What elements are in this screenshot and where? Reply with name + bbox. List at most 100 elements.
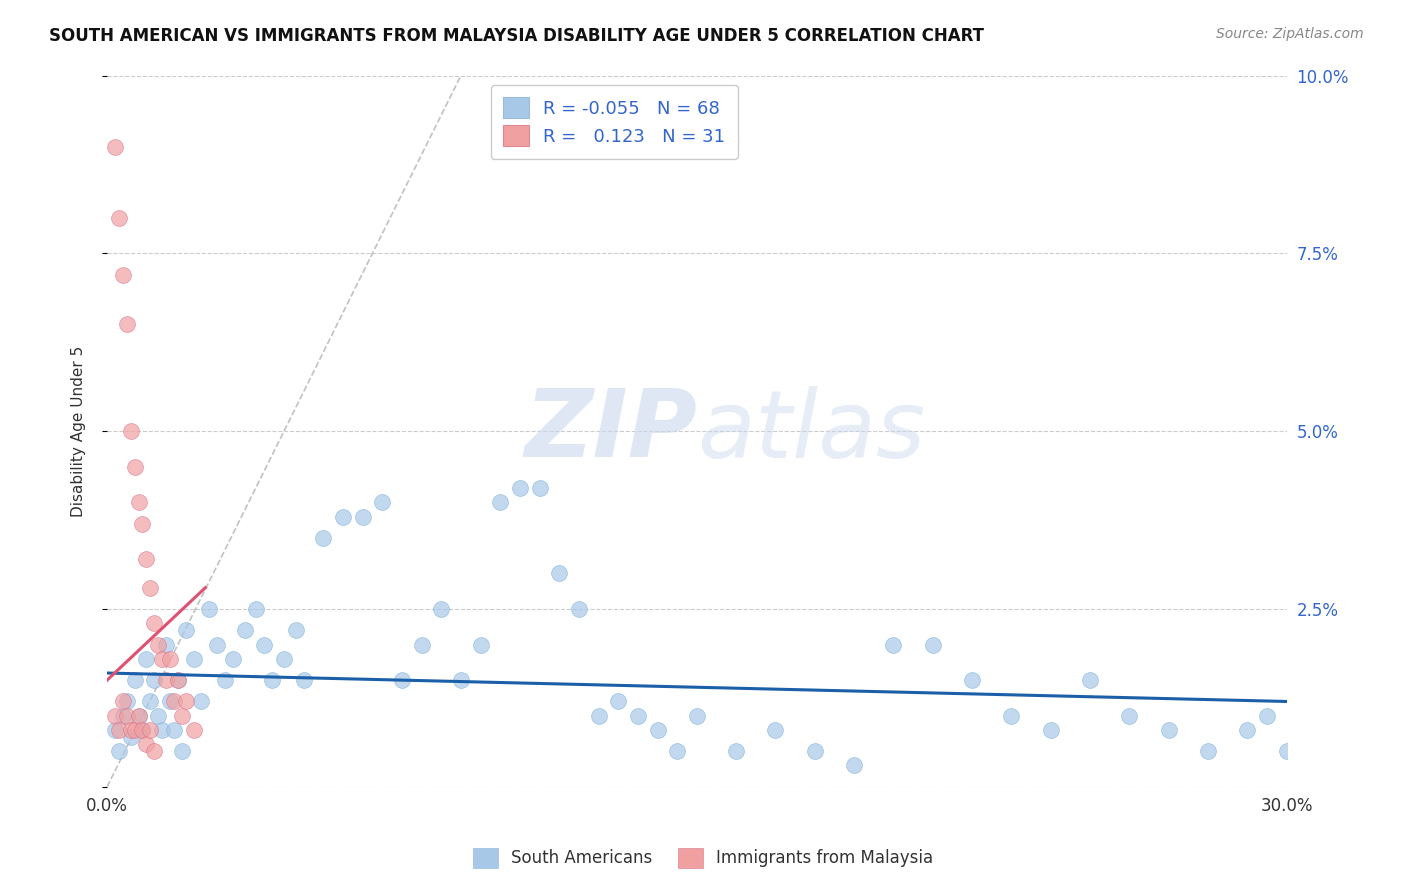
Point xyxy=(352,509,374,524)
Text: SOUTH AMERICAN VS IMMIGRANTS FROM MALAYSIA DISABILITY AGE UNDER 5 CORRELATION CH: SOUTH AMERICAN VS IMMIGRANTS FROM MALAYS… xyxy=(49,27,984,45)
Point xyxy=(765,723,787,737)
Point xyxy=(607,694,630,708)
Point xyxy=(647,723,669,737)
Point xyxy=(135,652,157,666)
Legend: R = -0.055   N = 68, R =   0.123   N = 31: R = -0.055 N = 68, R = 0.123 N = 31 xyxy=(491,85,738,159)
Point xyxy=(804,744,827,758)
Text: Source: ZipAtlas.com: Source: ZipAtlas.com xyxy=(1216,27,1364,41)
Point xyxy=(470,638,492,652)
Point xyxy=(529,481,551,495)
Point xyxy=(588,708,610,723)
Point xyxy=(170,744,193,758)
Point xyxy=(148,638,170,652)
Point xyxy=(108,744,131,758)
Point xyxy=(124,723,146,737)
Y-axis label: Disability Age Under 5: Disability Age Under 5 xyxy=(72,345,86,516)
Point xyxy=(214,673,236,687)
Point xyxy=(143,744,166,758)
Point xyxy=(166,673,188,687)
Point xyxy=(139,723,162,737)
Point xyxy=(1275,744,1298,758)
Point xyxy=(159,694,181,708)
Point xyxy=(190,694,212,708)
Point xyxy=(666,744,689,758)
Point xyxy=(115,694,138,708)
Point xyxy=(150,723,173,737)
Point xyxy=(262,673,284,687)
Point xyxy=(139,694,162,708)
Point xyxy=(205,638,228,652)
Point xyxy=(1236,723,1258,737)
Text: ZIP: ZIP xyxy=(524,385,697,477)
Point xyxy=(1256,708,1278,723)
Point xyxy=(120,424,142,438)
Point xyxy=(233,624,256,638)
Point xyxy=(111,694,134,708)
Point xyxy=(115,708,138,723)
Point xyxy=(882,638,904,652)
Point xyxy=(143,616,166,631)
Point xyxy=(568,602,591,616)
Point xyxy=(143,673,166,687)
Point xyxy=(124,673,146,687)
Point xyxy=(1197,744,1219,758)
Point xyxy=(128,708,150,723)
Point xyxy=(148,708,170,723)
Point xyxy=(135,552,157,566)
Point xyxy=(198,602,221,616)
Point xyxy=(120,723,142,737)
Point xyxy=(312,531,335,545)
Point xyxy=(253,638,276,652)
Point xyxy=(166,673,188,687)
Point xyxy=(489,495,512,509)
Point xyxy=(332,509,354,524)
Point xyxy=(292,673,315,687)
Point xyxy=(174,694,197,708)
Point xyxy=(411,638,433,652)
Point xyxy=(183,723,205,737)
Point xyxy=(139,581,162,595)
Point xyxy=(124,459,146,474)
Point xyxy=(111,268,134,282)
Point xyxy=(960,673,983,687)
Point xyxy=(245,602,267,616)
Point xyxy=(627,708,650,723)
Point xyxy=(108,723,131,737)
Point xyxy=(430,602,453,616)
Point xyxy=(391,673,413,687)
Point xyxy=(104,723,127,737)
Point xyxy=(131,723,153,737)
Point xyxy=(284,624,307,638)
Point xyxy=(128,495,150,509)
Point xyxy=(183,652,205,666)
Point xyxy=(1078,673,1101,687)
Point xyxy=(155,673,177,687)
Point xyxy=(111,708,134,723)
Point xyxy=(509,481,531,495)
Point xyxy=(1039,723,1062,737)
Point xyxy=(163,723,186,737)
Point xyxy=(131,516,153,531)
Point xyxy=(163,694,186,708)
Point xyxy=(686,708,709,723)
Point xyxy=(159,652,181,666)
Point xyxy=(548,566,571,581)
Point xyxy=(115,318,138,332)
Point xyxy=(108,211,131,225)
Point xyxy=(155,638,177,652)
Point xyxy=(150,652,173,666)
Point xyxy=(1118,708,1140,723)
Point xyxy=(135,737,157,751)
Point xyxy=(921,638,943,652)
Text: atlas: atlas xyxy=(697,385,925,476)
Point xyxy=(174,624,197,638)
Point xyxy=(170,708,193,723)
Point xyxy=(1000,708,1022,723)
Point xyxy=(104,139,127,153)
Point xyxy=(128,708,150,723)
Point xyxy=(120,730,142,744)
Point xyxy=(842,758,865,772)
Point xyxy=(1157,723,1180,737)
Point xyxy=(371,495,394,509)
Point xyxy=(450,673,472,687)
